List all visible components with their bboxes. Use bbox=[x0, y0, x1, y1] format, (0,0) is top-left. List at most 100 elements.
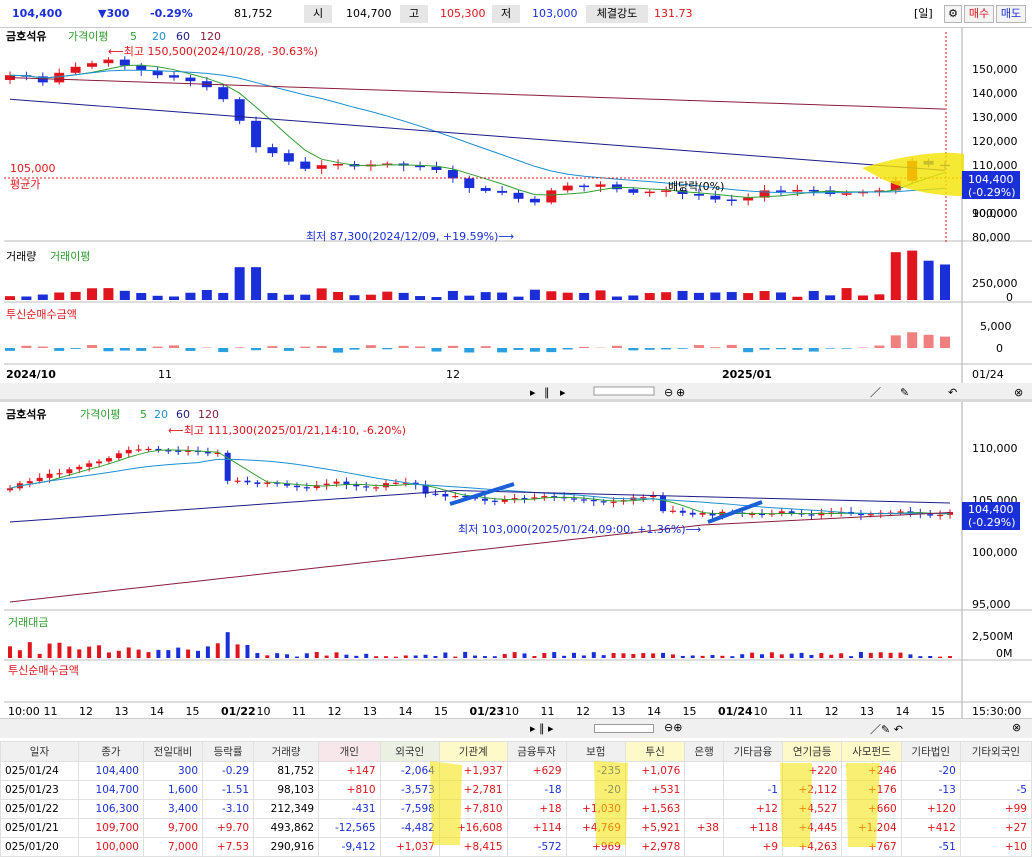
amount-bar bbox=[28, 642, 32, 658]
volume-bar bbox=[678, 291, 688, 300]
candle-body bbox=[660, 496, 666, 511]
amount-bar bbox=[245, 645, 249, 658]
amount-bar bbox=[414, 655, 418, 658]
amount-bar bbox=[8, 646, 12, 658]
undo-icon[interactable]: ↶ bbox=[948, 386, 957, 399]
candle-body bbox=[628, 189, 638, 193]
zoom-icon[interactable]: ⊖⊕ bbox=[664, 721, 682, 734]
institution-bar bbox=[907, 332, 917, 348]
candle-body bbox=[581, 499, 587, 500]
institution-bar bbox=[153, 347, 163, 348]
volume-bar bbox=[235, 267, 245, 300]
institution-bar bbox=[825, 348, 835, 349]
candle-body bbox=[481, 188, 491, 191]
amount-bar bbox=[206, 646, 210, 658]
candle-body bbox=[611, 502, 617, 503]
candle-body bbox=[304, 487, 310, 488]
volume-bar bbox=[891, 252, 901, 300]
amount-bar bbox=[147, 652, 151, 658]
candle-body bbox=[317, 165, 327, 169]
candle-body bbox=[448, 170, 458, 178]
pen-icon[interactable]: ✎ bbox=[900, 386, 909, 399]
pen-icon[interactable]: ／✎ ↶ bbox=[870, 721, 903, 737]
volume-bar bbox=[399, 293, 409, 300]
minute-chart-pane[interactable]: 금호석유 가격이평 5 20 60 120 ⟵최고 111,300(2025/0… bbox=[0, 402, 1032, 718]
candle-body bbox=[546, 190, 556, 202]
minute-current-rate: (-0.29%) bbox=[968, 516, 1016, 529]
arrow-icon[interactable]: ▸ bbox=[560, 386, 566, 399]
highlight-mark bbox=[430, 761, 462, 845]
volume-bar bbox=[792, 297, 802, 300]
low-price: 103,000 bbox=[532, 6, 578, 22]
amount-bar bbox=[315, 652, 319, 658]
high-label: 고 bbox=[400, 5, 428, 23]
volume-bar bbox=[153, 296, 163, 300]
institution-bar bbox=[415, 346, 425, 348]
amount-bar bbox=[582, 655, 586, 658]
amount-bar bbox=[651, 653, 655, 658]
zoom-out-icon[interactable]: ⊖ bbox=[664, 386, 673, 399]
daily-legend-ma120: 120 bbox=[200, 30, 221, 43]
amount-bar bbox=[681, 656, 685, 658]
scroll-slider[interactable] bbox=[594, 724, 654, 733]
volume-bar bbox=[874, 294, 884, 300]
inst-axis-zero: 0 bbox=[996, 342, 1003, 355]
daily-chart-pane[interactable]: 금호석유 가격이평 5 20 60 120 ⟵최고 150,500(2024/1… bbox=[0, 28, 1032, 400]
close-icon[interactable]: ⊗ bbox=[1012, 721, 1021, 734]
time-tick: 15 bbox=[683, 705, 697, 718]
volume-bar bbox=[612, 297, 622, 300]
line-icon[interactable]: ／ bbox=[870, 386, 881, 399]
minute-amount-bars bbox=[8, 632, 952, 658]
institution-bar bbox=[563, 348, 573, 349]
minute-legend-ma5: 5 bbox=[140, 408, 147, 421]
pause-icon[interactable]: ∥ bbox=[544, 386, 550, 399]
candle-body bbox=[136, 66, 146, 71]
play-icon[interactable]: ▸ ∥ ▸ bbox=[530, 722, 554, 735]
candle-body bbox=[482, 499, 488, 501]
candle-body bbox=[218, 87, 228, 99]
amount-bar bbox=[869, 653, 873, 658]
institution-bar bbox=[103, 348, 113, 351]
institution-bar bbox=[87, 345, 97, 348]
volume-bar bbox=[185, 293, 195, 300]
svg-text:95,000: 95,000 bbox=[972, 598, 1011, 611]
scroll-slider[interactable] bbox=[594, 387, 654, 395]
institution-bar bbox=[514, 348, 524, 350]
amount-bar bbox=[859, 652, 863, 658]
amount-bar bbox=[156, 650, 160, 658]
candle-body bbox=[690, 513, 696, 515]
buy-button[interactable]: 매수 bbox=[964, 5, 994, 23]
candle-body bbox=[254, 482, 260, 484]
institution-bar bbox=[300, 347, 310, 348]
volume-bar bbox=[103, 288, 113, 300]
play-icon[interactable]: ▸ bbox=[530, 386, 536, 399]
candle-body bbox=[492, 501, 498, 502]
volume-bar bbox=[284, 295, 294, 300]
amount-bar bbox=[800, 653, 804, 658]
candle-body bbox=[694, 194, 704, 196]
candle-body bbox=[185, 78, 195, 82]
svg-text:140,000: 140,000 bbox=[972, 87, 1018, 100]
candle-body bbox=[541, 496, 547, 497]
svg-text:100,000: 100,000 bbox=[972, 546, 1018, 559]
institution-bar bbox=[349, 348, 359, 350]
volume-bar bbox=[924, 261, 934, 300]
gear-icon[interactable]: ⚙ bbox=[944, 5, 962, 23]
minute-chart-svg[interactable]: 금호석유 가격이평 5 20 60 120 ⟵최고 111,300(2025/0… bbox=[0, 402, 1032, 718]
zoom-in-icon[interactable]: ⊕ bbox=[676, 386, 685, 399]
volume-bar bbox=[415, 296, 425, 300]
trade-volume: 81,752 bbox=[234, 6, 273, 22]
institution-bar bbox=[546, 348, 556, 352]
period-selector[interactable]: [일] bbox=[914, 6, 933, 22]
candle-body bbox=[71, 67, 81, 73]
institution-bar bbox=[136, 348, 146, 351]
amount-bar bbox=[552, 652, 556, 658]
volume-bar bbox=[628, 295, 638, 300]
sell-button[interactable]: 매도 bbox=[996, 5, 1026, 23]
time-tick: 11 bbox=[789, 705, 803, 718]
close-icon[interactable]: ⊗ bbox=[1014, 386, 1023, 399]
institution-bar bbox=[891, 335, 901, 348]
daily-chart-svg[interactable]: 금호석유 가격이평 5 20 60 120 ⟵최고 150,500(2024/1… bbox=[0, 28, 1032, 400]
candle-body bbox=[530, 199, 540, 203]
amount-bar bbox=[879, 652, 883, 658]
